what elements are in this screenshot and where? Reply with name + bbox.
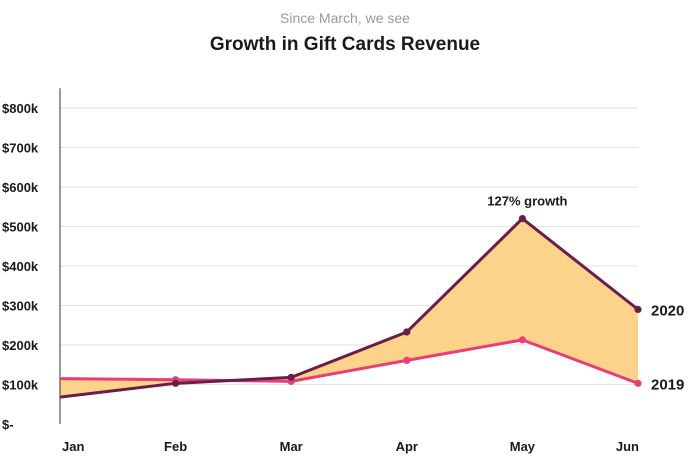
series-line-2020 — [59, 217, 639, 399]
x-tick-label: Jan — [62, 439, 84, 454]
series-line-2019 — [59, 338, 639, 385]
series-label-2020: 2020 — [651, 302, 684, 319]
growth-annotation: 127% growth — [487, 194, 567, 209]
y-tick-label: $800k — [2, 101, 39, 116]
chart-title: Growth in Gift Cards Revenue — [209, 34, 481, 55]
x-tick-label: Apr — [396, 439, 418, 454]
y-tick-label: $600k — [2, 180, 39, 195]
y-axis-ticks: $- $100k $200k $300k $400k $500k $600k $700k $80… — [2, 101, 39, 432]
x-tick-label: Mar — [280, 439, 303, 454]
data-point-2020 — [172, 379, 180, 387]
y-tick-label: $700k — [2, 141, 39, 156]
y-tick-label: $300k — [2, 299, 39, 314]
series-lines — [59, 217, 639, 399]
x-tick-label: Jun — [616, 439, 639, 454]
series-label-2019: 2019 — [651, 376, 684, 393]
x-axis-ticks: Jan Feb Mar Apr May Jun — [62, 439, 639, 454]
series-labels: 2019 2020 — [651, 302, 684, 393]
y-tick-label: $200k — [2, 338, 39, 353]
chart-subtitle: Since March, we see — [280, 10, 410, 26]
data-point-2019 — [518, 336, 527, 344]
x-tick-label: Feb — [164, 439, 187, 454]
y-tick-label: $400k — [2, 259, 39, 274]
y-tick-label: $- — [2, 417, 14, 432]
x-tick-label: May — [510, 439, 536, 454]
series-points — [172, 215, 642, 387]
y-tick-label: $500k — [2, 220, 39, 235]
data-point-2019 — [634, 379, 642, 387]
data-point-2020 — [287, 373, 295, 381]
y-tick-label: $100k — [2, 378, 39, 393]
data-point-2020 — [403, 328, 411, 336]
data-point-2019 — [403, 356, 411, 365]
data-point-2020 — [634, 305, 642, 314]
difference-area — [60, 218, 638, 398]
data-point-2020 — [518, 215, 527, 223]
